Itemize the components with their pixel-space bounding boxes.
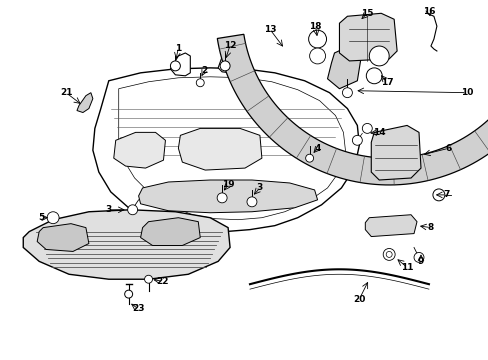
Text: 23: 23 (132, 305, 144, 314)
Polygon shape (170, 53, 190, 76)
Text: 15: 15 (360, 9, 373, 18)
Polygon shape (77, 93, 93, 113)
Polygon shape (93, 68, 359, 231)
Circle shape (144, 275, 152, 283)
Circle shape (220, 61, 230, 71)
Text: 10: 10 (460, 88, 472, 97)
Text: 3: 3 (256, 184, 263, 193)
Text: 5: 5 (38, 213, 44, 222)
Text: 17: 17 (380, 78, 393, 87)
Polygon shape (138, 180, 317, 213)
Text: 21: 21 (60, 88, 72, 97)
Circle shape (362, 123, 371, 133)
Text: 14: 14 (372, 128, 385, 137)
Text: 18: 18 (309, 22, 321, 31)
Polygon shape (178, 129, 262, 170)
Circle shape (196, 79, 204, 87)
Circle shape (368, 46, 388, 66)
Polygon shape (218, 48, 235, 73)
Circle shape (366, 68, 382, 84)
Polygon shape (23, 210, 230, 279)
Circle shape (246, 197, 256, 207)
Text: 7: 7 (443, 190, 449, 199)
Text: 19: 19 (222, 180, 234, 189)
Polygon shape (365, 215, 416, 237)
Text: 20: 20 (352, 294, 365, 303)
Circle shape (386, 251, 391, 257)
Circle shape (308, 30, 326, 48)
Polygon shape (37, 224, 89, 251)
Polygon shape (339, 13, 396, 61)
Text: 3: 3 (105, 205, 112, 214)
Text: 8: 8 (427, 223, 433, 232)
Text: 13: 13 (263, 25, 276, 34)
Circle shape (383, 248, 394, 260)
Text: 22: 22 (156, 277, 168, 286)
Text: 6: 6 (445, 144, 451, 153)
Polygon shape (370, 125, 420, 180)
Circle shape (413, 252, 423, 262)
Circle shape (170, 61, 180, 71)
Circle shape (127, 205, 137, 215)
Circle shape (217, 193, 226, 203)
Text: 4: 4 (314, 144, 320, 153)
Polygon shape (114, 132, 165, 168)
Ellipse shape (283, 165, 325, 195)
Circle shape (432, 189, 444, 201)
Circle shape (124, 290, 132, 298)
Text: 9: 9 (417, 257, 423, 266)
Circle shape (352, 135, 362, 145)
Circle shape (342, 88, 352, 98)
Circle shape (309, 48, 325, 64)
Polygon shape (217, 34, 488, 185)
Text: 12: 12 (224, 41, 236, 50)
Text: 1: 1 (175, 44, 181, 53)
Polygon shape (327, 46, 361, 89)
Circle shape (305, 154, 313, 162)
Circle shape (47, 212, 59, 224)
Text: 11: 11 (400, 263, 412, 272)
Text: 16: 16 (422, 7, 434, 16)
Text: 2: 2 (201, 66, 207, 75)
Polygon shape (141, 218, 200, 246)
